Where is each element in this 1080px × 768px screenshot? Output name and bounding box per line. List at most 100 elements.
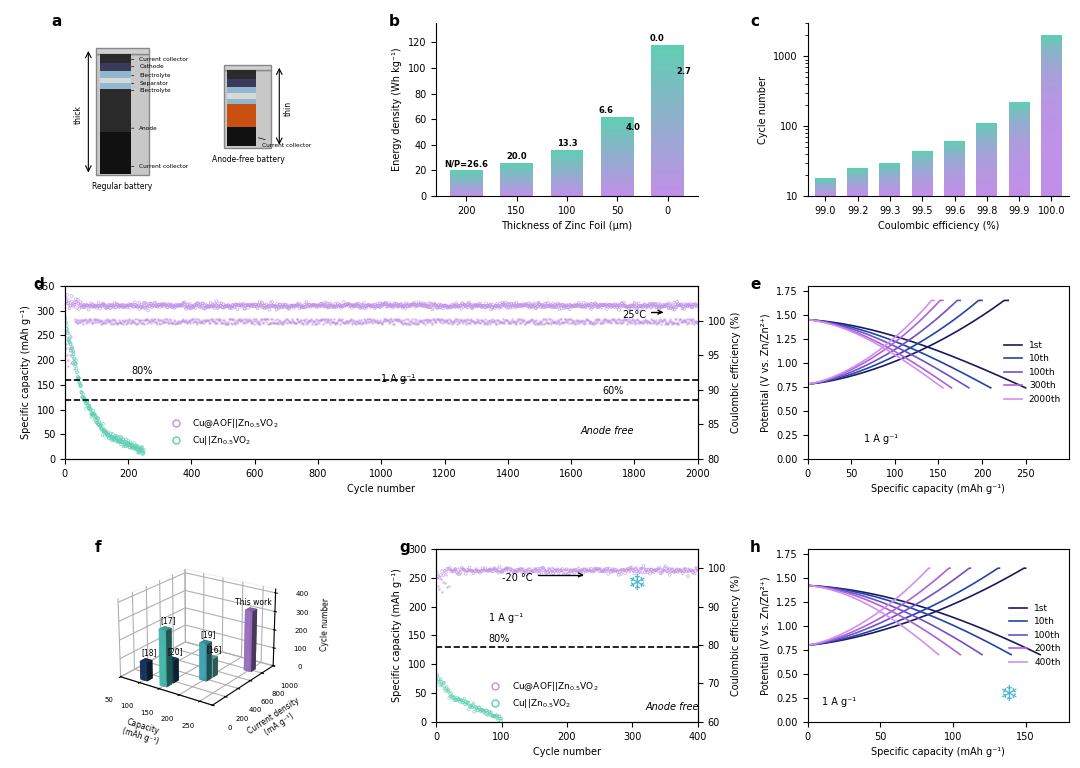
- Text: 20.0: 20.0: [507, 152, 527, 161]
- Bar: [651, 158, 684, 160]
- Point: [475, 300, 492, 312]
- 2000th: [809, 316, 822, 326]
- Point: [151, 317, 168, 329]
- Point: [66, 315, 83, 327]
- Point: [285, 316, 302, 328]
- Point: [82, 403, 99, 415]
- Point: [94, 298, 111, 310]
- Point: [295, 301, 312, 313]
- Point: [657, 316, 674, 329]
- 1st: [845, 585, 858, 594]
- Bar: [651, 124, 684, 126]
- Bar: [600, 147, 634, 148]
- Point: [116, 438, 133, 450]
- Point: [359, 299, 376, 311]
- Bar: [1041, 69, 1062, 71]
- Point: [661, 568, 678, 581]
- Point: [158, 300, 175, 312]
- Point: [576, 300, 593, 312]
- Point: [651, 313, 669, 326]
- Point: [586, 297, 604, 310]
- Point: [283, 313, 300, 325]
- Point: [130, 442, 147, 454]
- Point: [440, 686, 457, 698]
- Point: [544, 316, 562, 328]
- Point: [443, 565, 460, 578]
- Point: [274, 316, 292, 328]
- Point: [665, 296, 683, 309]
- Point: [438, 314, 456, 326]
- Point: [194, 314, 212, 326]
- Point: [532, 566, 550, 578]
- Point: [552, 299, 569, 311]
- Point: [436, 314, 454, 326]
- 300th: [828, 320, 841, 329]
- Point: [627, 314, 645, 326]
- Point: [159, 317, 176, 329]
- Point: [248, 301, 266, 313]
- Point: [585, 300, 603, 313]
- Point: [414, 313, 431, 326]
- Point: [503, 299, 521, 311]
- Point: [570, 298, 588, 310]
- Point: [537, 566, 554, 578]
- Point: [653, 564, 671, 577]
- Bar: [912, 193, 933, 194]
- Point: [110, 314, 127, 326]
- Point: [248, 316, 266, 329]
- Point: [461, 564, 478, 576]
- Point: [76, 392, 93, 404]
- Point: [650, 300, 667, 313]
- Point: [683, 301, 700, 313]
- Bar: [651, 164, 684, 166]
- Bar: [944, 194, 966, 196]
- Bar: [1041, 61, 1062, 62]
- Point: [268, 317, 285, 329]
- Point: [135, 445, 152, 458]
- Point: [595, 316, 612, 328]
- Point: [303, 299, 321, 311]
- Point: [538, 298, 555, 310]
- Point: [322, 314, 339, 326]
- Point: [202, 317, 219, 329]
- Point: [680, 564, 698, 576]
- Point: [253, 301, 270, 313]
- Point: [674, 562, 691, 574]
- Point: [77, 299, 94, 311]
- Point: [431, 583, 448, 595]
- Point: [563, 314, 580, 326]
- Point: [134, 445, 151, 457]
- Point: [249, 315, 267, 327]
- Point: [179, 298, 197, 310]
- Point: [80, 399, 97, 412]
- Point: [592, 316, 609, 329]
- Point: [393, 317, 410, 329]
- Point: [663, 564, 680, 576]
- Point: [561, 568, 578, 580]
- Point: [455, 314, 472, 326]
- Point: [597, 564, 615, 577]
- Point: [298, 316, 315, 329]
- Point: [561, 564, 578, 577]
- Point: [218, 300, 235, 313]
- Point: [416, 298, 433, 310]
- Point: [238, 313, 255, 326]
- Point: [624, 564, 642, 577]
- Point: [427, 316, 444, 328]
- Point: [361, 300, 378, 312]
- Point: [551, 303, 568, 316]
- Point: [584, 564, 602, 577]
- Point: [567, 300, 584, 312]
- Point: [152, 313, 170, 326]
- Point: [579, 313, 596, 326]
- Point: [610, 317, 627, 329]
- Point: [444, 564, 461, 576]
- Point: [95, 297, 112, 310]
- Point: [309, 316, 326, 329]
- Point: [440, 684, 457, 696]
- Point: [176, 315, 193, 327]
- Bar: [912, 183, 933, 184]
- Point: [280, 315, 297, 327]
- Point: [212, 300, 229, 312]
- Point: [645, 300, 662, 312]
